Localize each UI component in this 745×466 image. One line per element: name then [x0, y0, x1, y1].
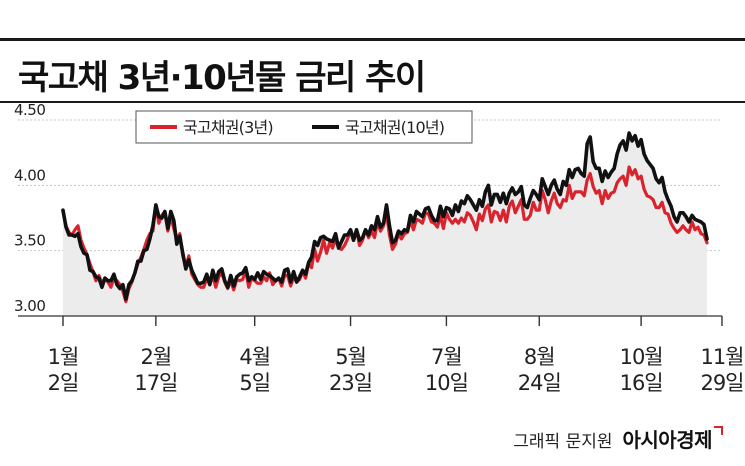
x-tick-label-month: 4월	[239, 345, 270, 369]
x-tick-label-month: 2월	[141, 345, 172, 369]
credit-prefix: 그래픽 문지원	[513, 432, 613, 452]
x-tick-label-month: 5월	[335, 345, 366, 369]
brand-logo: 아시아경제	[622, 428, 713, 452]
x-tick-label-month: 7월	[431, 345, 462, 369]
legend-label-10y: 국고채권(10년)	[345, 118, 444, 137]
top-rule	[0, 38, 745, 41]
x-tick-label-day: 10일	[425, 371, 468, 395]
legend-label-3y: 국고채권(3년)	[183, 118, 273, 137]
legend-box	[135, 110, 473, 144]
title-rule	[0, 101, 745, 103]
series-line-10y	[61, 131, 709, 301]
x-tick-label-day: 29일	[700, 371, 743, 395]
y-tick-label: 3.00	[14, 297, 45, 315]
credit: 그래픽 문지원 아시아경제	[513, 424, 723, 453]
brand-mark-icon	[714, 426, 723, 435]
y-tick-label: 4.50	[14, 101, 45, 119]
x-tick-label-month: 10월	[620, 345, 663, 369]
x-tick-label-month: 11월	[700, 345, 743, 369]
x-tick-label-day: 17일	[134, 371, 177, 395]
x-tick-label-day: 23일	[329, 371, 372, 395]
x-tick-label-day: 24일	[518, 371, 561, 395]
x-tick-label-month: 8월	[524, 345, 555, 369]
legend: 국고채권(3년) 국고채권(10년)	[135, 110, 473, 144]
line-layer	[61, 131, 709, 304]
x-tick-label-month: 1월	[48, 345, 79, 369]
y-tick-label: 3.50	[14, 232, 45, 250]
x-tick-label-day: 5일	[239, 371, 270, 395]
x-tick-label-day: 2일	[48, 371, 79, 395]
chart-title: 국고채 3년·10년물 금리 추이	[18, 58, 426, 98]
y-tick-label: 4.00	[14, 166, 45, 184]
x-tick-label-day: 16일	[620, 371, 663, 395]
